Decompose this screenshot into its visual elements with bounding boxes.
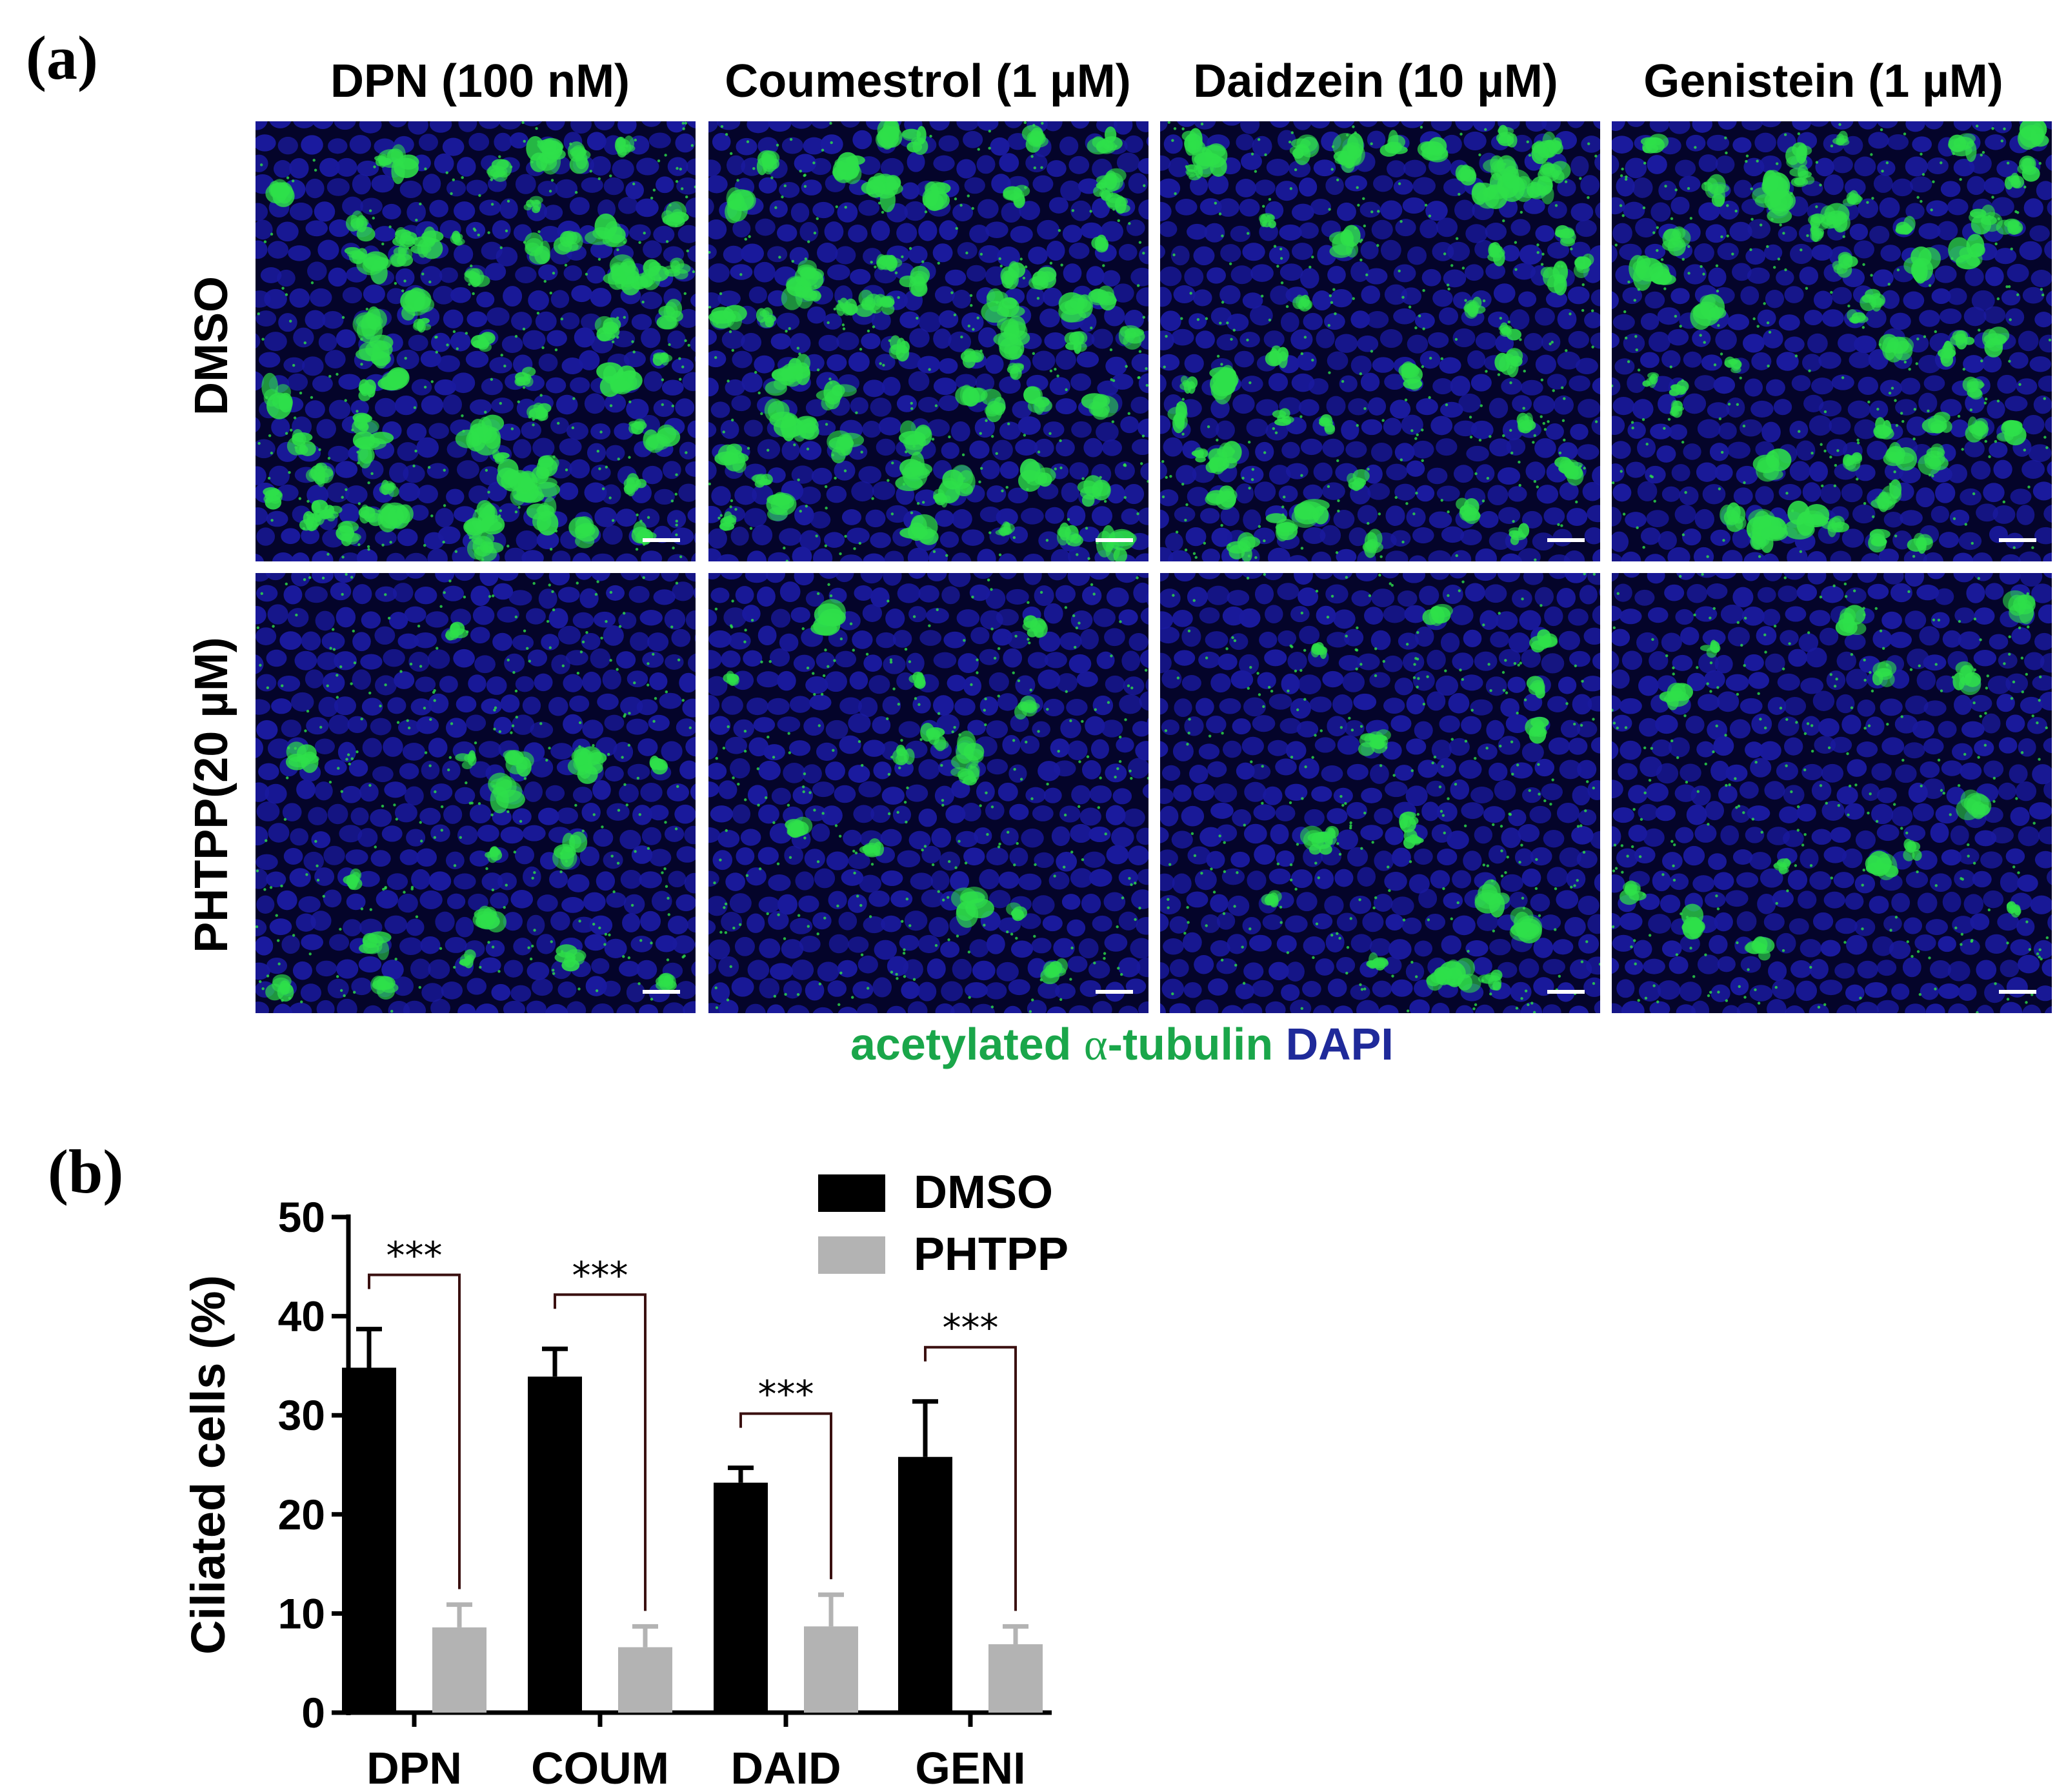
stain-legend-alpha: α [1084,1020,1108,1070]
row-header-phtpp: PHTPP(20 µM) [186,637,237,953]
scale-bar [1999,538,2036,542]
y-axis-label: Ciliated cells (%) [181,1275,235,1655]
bar-phtpp-coum [618,1647,672,1713]
panel-b-label: (b) [48,1137,123,1206]
x-tick-label: DAID [730,1743,841,1792]
bar-phtpp-dpn [432,1627,486,1713]
bar-phtpp-daid [804,1626,858,1713]
scale-bar [1096,538,1133,542]
y-tick-label: 30 [278,1391,325,1439]
column-header-genistein: Genistein (1 µM) [1643,55,2003,107]
scale-bar [1547,990,1585,994]
significance-label: *** [386,1234,443,1278]
stain-legend-acetylated: acetylated [850,1019,1084,1069]
legend-swatch-phtpp [818,1236,885,1274]
column-header-daidzein: Daidzein (10 µM) [1193,55,1558,107]
stain-legend: acetylated α-tubulin DAPI [850,1019,1394,1070]
significance-bracket [554,1293,647,1611]
micrograph-phtpp-dpn [256,573,696,1013]
significance-bracket [368,1273,461,1589]
bar-dmso-coum [528,1376,582,1713]
significance-label: *** [758,1373,814,1416]
row-header-dmso: DMSO [186,276,237,416]
scale-bar [1999,990,2036,994]
column-header-dpn: DPN (100 nM) [330,55,630,107]
micrograph-phtpp-daidzein [1160,573,1600,1013]
x-tick-label: GENI [915,1743,1025,1792]
legend-label-phtpp: PHTPP [914,1229,1068,1280]
scale-bar [1547,538,1585,542]
column-header-coumestrol: Coumestrol (1 µM) [725,55,1131,107]
y-tick-label: 20 [278,1491,325,1538]
micrograph-grid [256,121,2052,1013]
significance-bracket [739,1412,832,1580]
micrograph-phtpp-genistein [1612,573,2052,1013]
scale-bar [1096,990,1133,994]
y-tick-label: 10 [278,1589,325,1637]
stain-legend-tubulin: -tubulin [1108,1019,1274,1069]
scale-bar [643,538,680,542]
bar-chart: 0 10 20 30 40 50 Ciliated cells (%) DPN *** COUM *… [181,1167,1068,1792]
legend-swatch-dmso [818,1174,885,1212]
significance-bracket [924,1345,1017,1611]
panel-a-label: (a) [26,23,98,92]
micrograph-dmso-daidzein [1160,121,1600,561]
significance-label: *** [572,1253,628,1297]
y-tick-label: 40 [278,1293,325,1340]
micrograph-phtpp-coumestrol [708,573,1148,1013]
bar-dmso-dpn [342,1367,396,1713]
significance-label: *** [943,1306,999,1350]
bar-phtpp-geni [988,1644,1043,1713]
micrograph-dmso-coumestrol [708,121,1148,561]
legend-label-dmso: DMSO [914,1167,1053,1218]
stain-legend-dapi: DAPI [1273,1019,1394,1069]
micrograph-dmso-genistein [1612,121,2052,561]
y-tick-label: 0 [301,1689,325,1737]
bar-dmso-geni [898,1456,952,1713]
x-tick-label: COUM [531,1743,669,1792]
y-tick-label: 50 [278,1193,325,1241]
x-tick-label: DPN [366,1743,462,1792]
bar-dmso-daid [714,1482,768,1713]
micrograph-dmso-dpn [256,121,696,561]
scale-bar [643,990,680,994]
